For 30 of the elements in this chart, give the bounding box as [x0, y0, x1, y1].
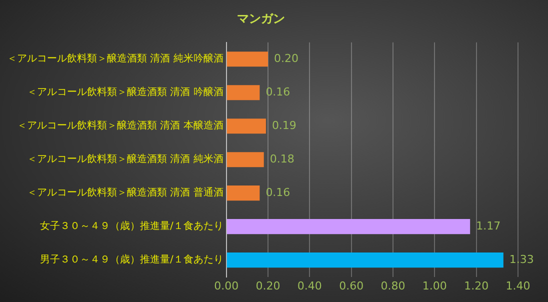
y-tick-label: ＜アルコール飲料類＞醸造酒類 清酒 吟醸酒	[27, 86, 224, 98]
x-tick-label: 0.40	[297, 279, 322, 292]
chart-title: マンガン	[237, 11, 285, 26]
data-label: 0.20	[274, 52, 299, 65]
x-tick-label: 1.20	[464, 279, 489, 292]
y-tick-label: ＜アルコール飲料類＞醸造酒類 清酒 純米酒	[27, 153, 224, 166]
y-tick-label: ＜アルコール飲料類＞醸造酒類 清酒 普通酒	[27, 186, 224, 199]
y-tick-label: ＜アルコール飲料類＞醸造酒類 清酒 本醸造酒	[17, 120, 224, 132]
bar	[226, 186, 260, 201]
y-tick-label: 女子３０～４９（歳）推進量/１食あたり	[40, 220, 224, 232]
data-label: 1.33	[509, 252, 534, 266]
data-label: 0.16	[266, 85, 290, 98]
y-tick-label: 男子３０～４９（歳）推進量/１食あたり	[40, 254, 224, 266]
x-tick-label: 0.20	[256, 279, 280, 292]
bar	[226, 219, 470, 234]
bar	[226, 118, 266, 134]
data-label: 0.18	[270, 152, 294, 166]
x-tick-label: 0.00	[214, 279, 239, 292]
data-label: 1.17	[476, 219, 501, 232]
x-tick-label: 1.40	[506, 279, 530, 292]
x-tick-label: 1.00	[422, 279, 447, 292]
bar	[226, 252, 504, 268]
data-label: 0.16	[266, 186, 290, 199]
x-tick-label: 0.80	[380, 279, 406, 292]
bar	[226, 85, 260, 100]
data-label: 0.19	[272, 118, 296, 132]
bar	[226, 152, 264, 168]
bar	[226, 52, 268, 67]
y-tick-label: ＜アルコール飲料類＞醸造酒類 清酒 純米吟醸酒	[7, 52, 224, 65]
x-tick-label: 0.60	[339, 279, 364, 292]
